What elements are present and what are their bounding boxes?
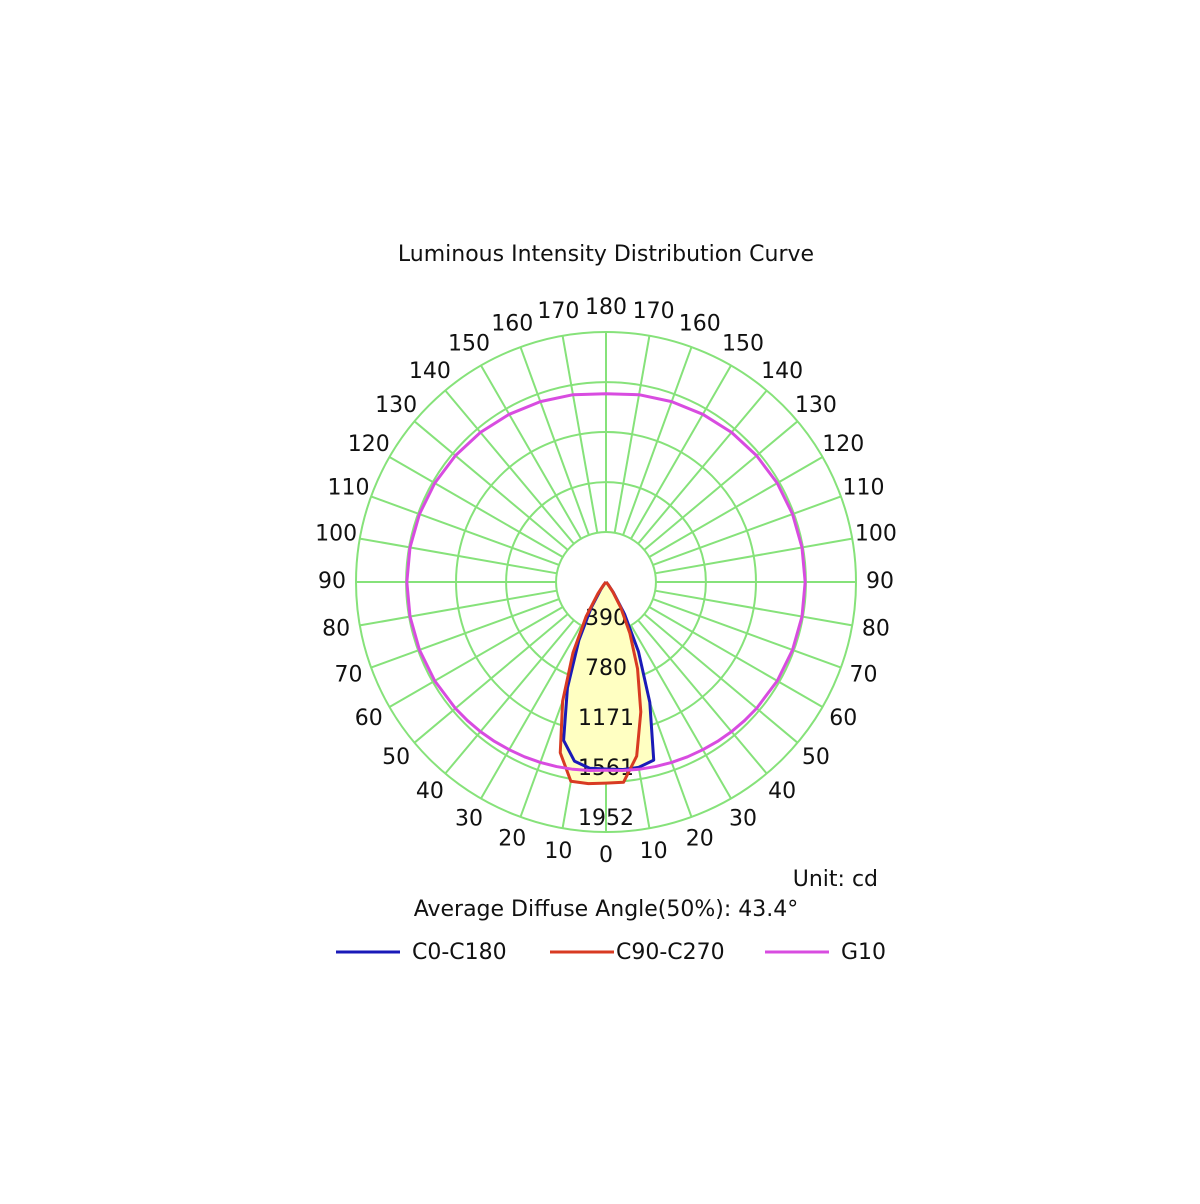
chart-title: Luminous Intensity Distribution Curve	[398, 242, 814, 267]
grid-ring	[355, 331, 857, 833]
angle-tick-label: 90	[866, 569, 894, 594]
angle-tick-label: 160	[491, 312, 533, 337]
legend-label: G10	[841, 940, 886, 965]
angle-tick-label: 100	[315, 521, 357, 546]
r-tick-label: 1171	[578, 706, 634, 731]
unit-label: Unit: cd	[793, 867, 878, 892]
angle-tick-label: 40	[416, 779, 444, 804]
angle-tick-label: 40	[768, 779, 796, 804]
angle-tick-label: 20	[686, 826, 714, 851]
r-tick-label: 780	[585, 656, 627, 681]
angle-tick-label: 60	[355, 706, 383, 731]
angle-tick-label: 10	[640, 839, 668, 864]
diffuse-angle-label: Average Diffuse Angle(50%): 43.4°	[414, 897, 799, 922]
legend-label: C90-C270	[616, 940, 725, 965]
angle-tick-label: 70	[849, 663, 877, 688]
angle-tick-label: 30	[455, 806, 483, 831]
angle-tick-label: 170	[633, 299, 675, 324]
angle-tick-label: 20	[498, 826, 526, 851]
angle-tick-label: 100	[855, 521, 897, 546]
angle-tick-label: 80	[862, 617, 890, 642]
angle-tick-label: 120	[348, 432, 390, 457]
angle-tick-label: 130	[795, 393, 837, 418]
angle-tick-label: 110	[328, 475, 370, 500]
angle-tick-label: 180	[585, 295, 627, 320]
angle-tick-label: 80	[322, 617, 350, 642]
angle-tick-label: 150	[722, 332, 764, 357]
angle-tick-label: 120	[822, 432, 864, 457]
angle-tick-label: 140	[761, 359, 803, 384]
angle-tick-label: 30	[729, 806, 757, 831]
r-tick-label: 390	[585, 606, 627, 631]
angle-tick-label: 150	[448, 332, 490, 357]
series-line	[558, 581, 643, 786]
angle-tick-label: 50	[382, 745, 410, 770]
legend-label: C0-C180	[412, 940, 507, 965]
series-line	[405, 392, 807, 772]
angle-tick-label: 110	[842, 475, 884, 500]
angle-tick-label: 10	[544, 839, 572, 864]
angle-tick-label: 70	[335, 663, 363, 688]
angle-tick-label: 130	[375, 393, 417, 418]
angle-tick-label: 140	[409, 359, 451, 384]
angle-tick-label: 50	[802, 745, 830, 770]
angle-tick-label: 0	[599, 843, 613, 868]
angle-tick-label: 90	[318, 569, 346, 594]
r-tick-label: 1952	[578, 806, 634, 831]
angle-tick-label: 170	[537, 299, 579, 324]
angle-tick-label: 60	[829, 706, 857, 731]
angle-tick-label: 160	[679, 312, 721, 337]
